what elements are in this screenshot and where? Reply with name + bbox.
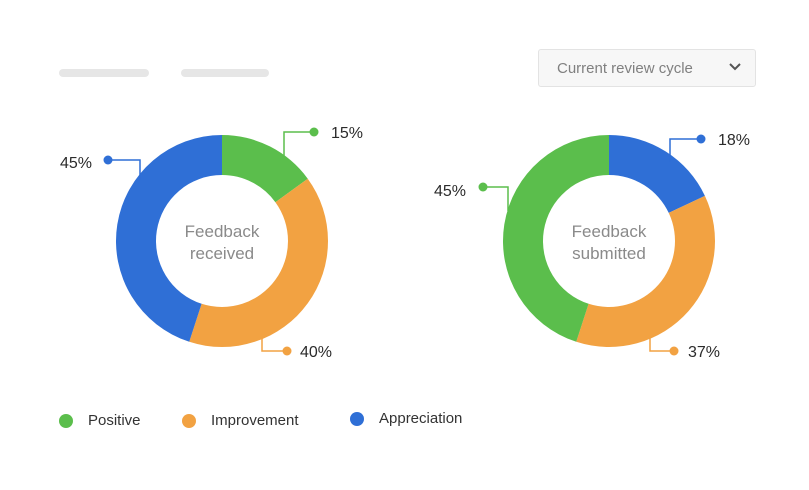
review-cycle-dropdown-label: Current review cycle [557, 59, 693, 77]
data-label: 40% [300, 344, 332, 361]
donut-slice-positive [222, 135, 308, 203]
legend-swatch-positive [59, 413, 73, 428]
donut-slice-appreciation [609, 135, 705, 213]
donut-slice-appreciation [116, 135, 222, 342]
data-label: 15% [331, 125, 363, 142]
header-placeholder-bar [181, 69, 269, 77]
legend-swatch-appreciation [350, 411, 364, 426]
callout-leader-line [261, 331, 287, 352]
callout-dot [669, 346, 679, 356]
callout-leader-line [283, 131, 314, 157]
legend-item-positive: Positive [59, 412, 141, 429]
data-label: 18% [718, 132, 750, 149]
callout-dot [696, 134, 706, 144]
donut-slice-improvement [576, 195, 715, 347]
donut-center-label: Feedback [572, 222, 647, 241]
chevron-down-icon [729, 63, 741, 71]
callout-leader-line [483, 186, 509, 211]
callout-leader-line [669, 138, 701, 162]
donut-slice-positive [503, 135, 609, 342]
callout-dot [103, 155, 113, 165]
data-label: 45% [434, 183, 466, 200]
data-label: 45% [60, 155, 92, 172]
callout-dot [478, 182, 488, 192]
callout-dot [309, 127, 319, 137]
donut-center-label: submitted [572, 244, 646, 263]
legend-label: Improvement [211, 412, 299, 429]
legend-item-improvement: Improvement [182, 412, 299, 429]
donut-center-label: Feedback [185, 222, 260, 241]
legend-label: Appreciation [379, 410, 463, 427]
legend-label: Positive [88, 412, 141, 429]
review-cycle-dropdown[interactable]: Current review cycle [538, 49, 756, 87]
callout-leader-line [649, 331, 674, 352]
callout-leader-line [108, 159, 141, 180]
donut-slice-improvement [189, 178, 328, 347]
callout-dot [282, 346, 292, 356]
data-label: 37% [688, 344, 720, 361]
legend-swatch-improvement [182, 413, 196, 428]
header-placeholder-bar [59, 69, 149, 77]
legend-item-appreciation: Appreciation [350, 410, 462, 427]
donut-center-label: received [190, 244, 254, 263]
